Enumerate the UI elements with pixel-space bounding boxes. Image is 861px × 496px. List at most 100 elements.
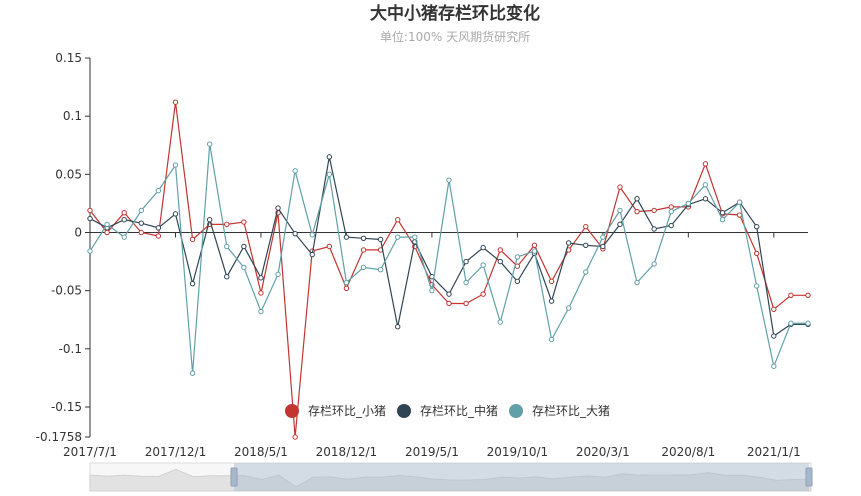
zoom-selection[interactable] xyxy=(234,463,809,491)
data-point[interactable] xyxy=(412,234,418,240)
data-point[interactable] xyxy=(360,264,367,271)
data-point[interactable] xyxy=(360,235,367,242)
data-point[interactable] xyxy=(87,248,93,254)
data-point[interactable] xyxy=(429,287,435,294)
legend-item[interactable]: 存栏环比_大猪 xyxy=(509,403,610,418)
data-point[interactable] xyxy=(172,211,179,217)
data-point[interactable] xyxy=(531,248,538,254)
data-point[interactable] xyxy=(377,236,384,243)
data-point[interactable] xyxy=(548,278,555,285)
data-point[interactable] xyxy=(104,221,110,228)
data-point[interactable] xyxy=(771,363,777,369)
data-point[interactable] xyxy=(121,210,127,216)
data-point[interactable] xyxy=(583,269,589,275)
data-point[interactable] xyxy=(326,243,333,250)
data-point[interactable] xyxy=(395,324,401,330)
data-point[interactable] xyxy=(343,234,350,240)
data-point[interactable] xyxy=(788,320,794,326)
data-point[interactable] xyxy=(736,199,743,205)
data-point[interactable] xyxy=(480,291,486,297)
data-point[interactable] xyxy=(155,225,162,231)
data-point[interactable] xyxy=(548,336,555,343)
data-point[interactable] xyxy=(172,162,179,168)
data-point[interactable] xyxy=(668,204,674,210)
data-point[interactable] xyxy=(685,200,692,207)
data-point[interactable] xyxy=(326,171,333,178)
data-point[interactable] xyxy=(138,229,144,236)
legend[interactable]: 存栏环比_小猪 存栏环比_中猪 存栏环比_大猪 xyxy=(285,403,610,418)
data-point[interactable] xyxy=(548,298,555,304)
data-point[interactable] xyxy=(736,212,743,218)
data-point[interactable] xyxy=(104,229,110,236)
data-point[interactable] xyxy=(583,242,589,248)
data-point[interactable] xyxy=(480,262,486,268)
data-point[interactable] xyxy=(463,258,469,265)
data-point[interactable] xyxy=(634,279,640,286)
data-point[interactable] xyxy=(258,290,264,296)
data-point[interactable] xyxy=(463,279,469,286)
data-point[interactable] xyxy=(292,168,298,174)
data-point[interactable] xyxy=(771,306,777,312)
data-point[interactable] xyxy=(651,207,657,214)
data-point[interactable] xyxy=(189,370,196,376)
data-point[interactable] xyxy=(565,240,572,246)
data-point[interactable] xyxy=(617,221,623,228)
data-point[interactable] xyxy=(121,234,127,240)
data-point[interactable] xyxy=(788,292,794,299)
data-point[interactable] xyxy=(754,250,760,257)
data-point[interactable] xyxy=(309,251,315,258)
legend-item[interactable]: 存栏环比_小猪 xyxy=(285,403,386,418)
data-point[interactable] xyxy=(805,292,811,299)
data-point[interactable] xyxy=(241,219,247,225)
data-point[interactable] xyxy=(275,205,281,211)
data-point[interactable] xyxy=(702,182,709,188)
data-point[interactable] xyxy=(446,291,452,297)
data-point[interactable] xyxy=(634,196,640,202)
data-point[interactable] xyxy=(497,247,503,253)
data-point[interactable] xyxy=(651,226,657,232)
data-point[interactable] xyxy=(360,247,367,253)
data-point[interactable] xyxy=(138,207,144,214)
data-point[interactable] xyxy=(275,271,281,278)
data-point[interactable] xyxy=(754,223,760,230)
data-point[interactable] xyxy=(600,243,606,250)
data-point[interactable] xyxy=(446,300,452,307)
data-point[interactable] xyxy=(189,280,196,287)
data-point[interactable] xyxy=(87,215,93,222)
data-point[interactable] xyxy=(309,232,315,238)
data-point[interactable] xyxy=(395,216,401,223)
data-point[interactable] xyxy=(719,216,726,223)
data-point[interactable] xyxy=(224,273,230,280)
data-point[interactable] xyxy=(189,236,196,243)
data-point[interactable] xyxy=(565,305,572,311)
zoom-handle-right[interactable] xyxy=(805,467,813,487)
data-point[interactable] xyxy=(224,243,230,250)
data-point[interactable] xyxy=(172,99,179,105)
data-point[interactable] xyxy=(326,154,333,160)
data-point[interactable] xyxy=(224,221,230,228)
data-point[interactable] xyxy=(651,261,657,267)
data-point[interactable] xyxy=(668,208,674,215)
data-point[interactable] xyxy=(702,161,709,167)
data-point[interactable] xyxy=(155,187,162,194)
data-point[interactable] xyxy=(754,283,760,289)
legend-item[interactable]: 存栏环比_中猪 xyxy=(397,403,498,418)
data-point[interactable] xyxy=(600,234,606,240)
data-point[interactable] xyxy=(514,254,521,260)
data-point[interactable] xyxy=(446,177,452,183)
data-point[interactable] xyxy=(343,279,350,286)
data-point[interactable] xyxy=(241,243,247,250)
data-point[interactable] xyxy=(206,216,213,223)
data-point[interactable] xyxy=(702,196,709,202)
data-point[interactable] xyxy=(805,320,811,326)
data-point[interactable] xyxy=(377,267,384,273)
data-point[interactable] xyxy=(617,184,623,190)
data-point[interactable] xyxy=(258,308,264,315)
data-point[interactable] xyxy=(719,210,726,216)
data-point[interactable] xyxy=(395,234,401,240)
data-point[interactable] xyxy=(206,141,213,147)
data-point[interactable] xyxy=(514,278,521,285)
data-point[interactable] xyxy=(292,230,298,237)
data-point[interactable] xyxy=(497,319,503,325)
data-point[interactable] xyxy=(138,220,144,226)
